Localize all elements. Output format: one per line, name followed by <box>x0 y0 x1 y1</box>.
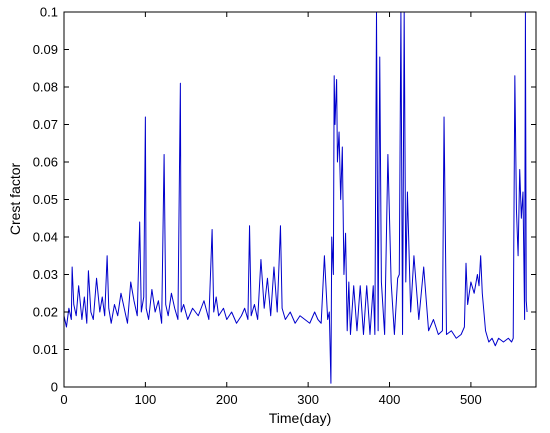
y-tick-label: 0.02 <box>33 305 58 320</box>
y-tick-label: 0.05 <box>33 192 58 207</box>
series-line-0 <box>63 11 528 384</box>
x-axis-label: Time(day) <box>269 410 332 426</box>
y-tick-label: 0.01 <box>33 342 58 357</box>
x-tick-label: 500 <box>460 392 482 407</box>
y-axis-label: Crest factor <box>7 162 23 235</box>
x-tick-label: 300 <box>297 392 319 407</box>
x-tick-label: 400 <box>379 392 401 407</box>
x-tick-label: 100 <box>135 392 157 407</box>
y-axis: 0 0.01 0.02 0.03 0.04 0.05 0.06 0.07 0.08 0.09 0.1 <box>33 5 536 395</box>
y-tick-label: 0 <box>51 380 58 395</box>
y-tick-label: 0.07 <box>33 117 58 132</box>
plot-area <box>64 12 536 387</box>
x-axis: 0 100 200 300 400 500 <box>60 12 482 407</box>
y-tick-label: 0.06 <box>33 155 58 170</box>
y-tick-label: 0.1 <box>40 5 58 20</box>
y-tick-label: 0.08 <box>33 80 58 95</box>
y-tick-label: 0.04 <box>33 230 58 245</box>
x-tick-label: 0 <box>60 392 67 407</box>
plot-content <box>63 11 528 384</box>
y-tick-label: 0.09 <box>33 42 58 57</box>
x-tick-label: 200 <box>216 392 238 407</box>
y-tick-label: 0.03 <box>33 267 58 282</box>
